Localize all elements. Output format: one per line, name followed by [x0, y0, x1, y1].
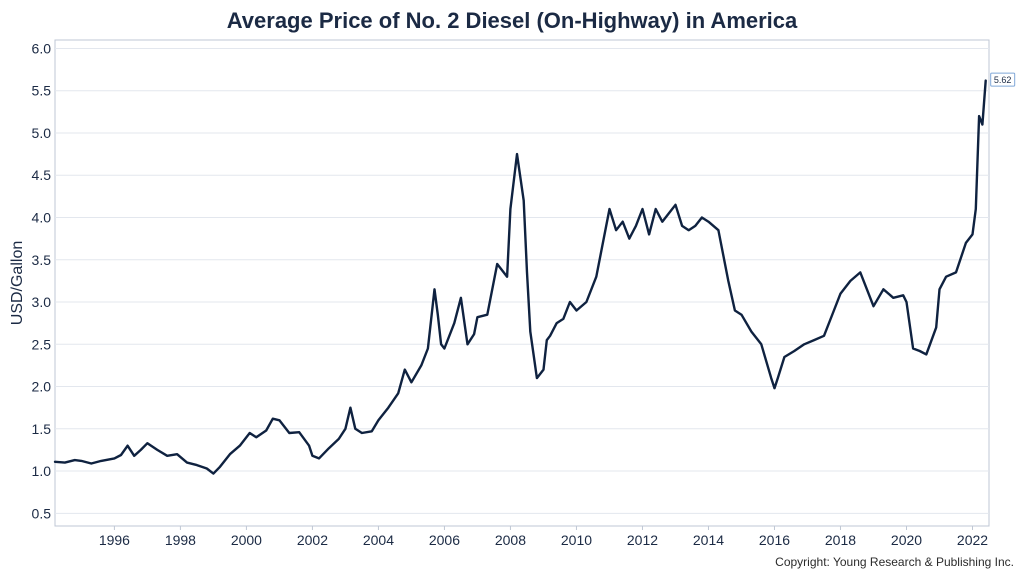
y-tick-labels: 0.5 1.0 1.5 2.0 2.5 3.0 3.5 4.0 4.5 5.0 5.5 6.0 [32, 40, 52, 521]
x-tick-label: 2010 [561, 532, 592, 548]
y-tick-label: 4.0 [32, 209, 52, 225]
y-axis-label: USD/Gallon [9, 241, 26, 325]
x-tick-label: 2014 [693, 532, 724, 548]
x-tick-label: 2022 [957, 532, 988, 548]
x-tick-label: 2002 [297, 532, 328, 548]
x-tick-label: 2006 [429, 532, 460, 548]
y-tick-label: 3.5 [32, 252, 52, 268]
y-tick-label: 2.5 [32, 336, 52, 352]
x-tick-label: 2004 [363, 532, 394, 548]
x-tick-labels: 1996 1998 2000 2002 2004 2006 2008 2010 2012 2014… [99, 526, 988, 548]
x-tick-label: 1998 [165, 532, 196, 548]
y-tick-label: 0.5 [32, 505, 52, 521]
x-tick-label: 2008 [495, 532, 526, 548]
last-value-label: 5.62 [994, 75, 1012, 85]
y-tick-label: 6.0 [32, 40, 52, 56]
x-tick-label: 1996 [99, 532, 130, 548]
grid-lines [55, 47, 989, 514]
series-group [53, 79, 987, 475]
y-tick-label: 1.0 [32, 463, 52, 479]
y-tick-label: 3.0 [32, 294, 52, 310]
last-value-box [990, 72, 1016, 87]
last-value-annotation: 5.62 [990, 72, 1016, 87]
x-tick-label: 2012 [627, 532, 658, 548]
y-tick-label: 1.5 [32, 421, 52, 437]
x-tick-label: 2018 [825, 532, 856, 548]
y-tick-label: 2.0 [32, 379, 52, 395]
x-tick-label: 2000 [231, 532, 262, 548]
y-tick-label: 5.0 [32, 125, 52, 141]
y-tick-label: 5.5 [32, 83, 52, 99]
x-tick-label: 2016 [759, 532, 790, 548]
chart-title: Average Price of No. 2 Diesel (On-Highwa… [227, 8, 798, 33]
x-tick-label: 2020 [891, 532, 922, 548]
copyright-text: Copyright: Young Research & Publishing I… [775, 555, 1014, 569]
series-line [53, 79, 987, 475]
y-tick-label: 4.5 [32, 167, 52, 183]
plot-frame [54, 39, 990, 527]
